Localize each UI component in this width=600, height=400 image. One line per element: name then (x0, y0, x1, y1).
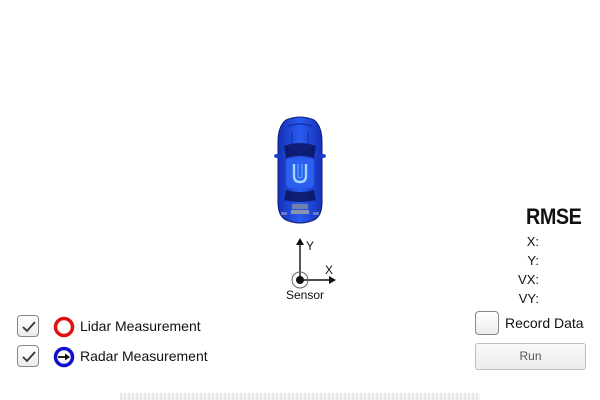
rmse-vx-label: VX: (518, 272, 539, 287)
sensor-axes-icon (291, 238, 336, 289)
radar-measurement-label: Radar Measurement (80, 348, 208, 364)
horizontal-scrollbar[interactable] (120, 393, 480, 400)
rmse-y-label: Y: (527, 253, 539, 268)
radar-toggle-checkbox[interactable] (17, 345, 39, 367)
axis-y-label: Y (306, 239, 315, 253)
run-button[interactable]: Run (475, 343, 586, 370)
axis-x-label: X (325, 263, 334, 277)
rmse-vy-label: VY: (518, 291, 539, 306)
lidar-toggle-checkbox[interactable] (17, 315, 39, 337)
record-data-checkbox[interactable] (475, 311, 499, 335)
car-top-view-icon (274, 116, 326, 224)
rmse-x-label: X: (526, 234, 539, 249)
checkmark-icon (22, 351, 36, 363)
sensor-label: Sensor (285, 288, 325, 302)
radar-arrow-circle-icon (53, 346, 75, 368)
lidar-measurement-label: Lidar Measurement (80, 318, 201, 334)
rmse-title: RMSE (526, 204, 582, 229)
record-data-label: Record Data (505, 315, 584, 331)
checkmark-icon (22, 321, 36, 333)
lidar-circle-icon (53, 316, 75, 338)
